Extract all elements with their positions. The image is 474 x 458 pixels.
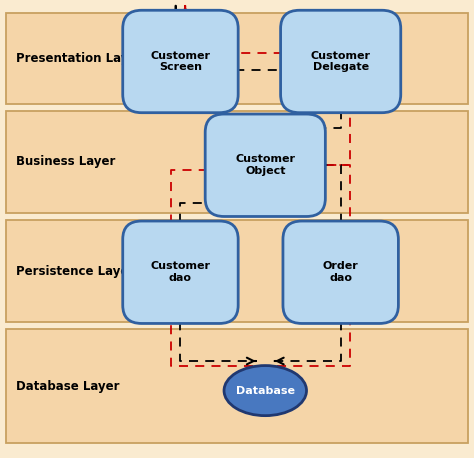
Text: Business Layer: Business Layer [16,155,115,169]
FancyBboxPatch shape [6,13,468,104]
FancyBboxPatch shape [123,221,238,323]
Text: Database: Database [236,386,295,396]
FancyBboxPatch shape [6,329,468,443]
Text: Persistence Layer: Persistence Layer [16,265,134,278]
Text: Order
dao: Order dao [323,262,358,283]
FancyBboxPatch shape [123,10,238,113]
FancyBboxPatch shape [283,221,398,323]
Text: Presentation Layer: Presentation Layer [16,52,142,65]
FancyBboxPatch shape [6,220,468,322]
Text: Customer
Delegate: Customer Delegate [310,51,371,72]
Text: Database Layer: Database Layer [16,380,119,393]
Text: Customer
Object: Customer Object [235,154,295,176]
FancyBboxPatch shape [281,10,401,113]
FancyBboxPatch shape [205,114,325,217]
FancyBboxPatch shape [6,111,468,213]
Text: Customer
Screen: Customer Screen [150,51,210,72]
Ellipse shape [224,365,307,416]
Text: Customer
dao: Customer dao [150,262,210,283]
